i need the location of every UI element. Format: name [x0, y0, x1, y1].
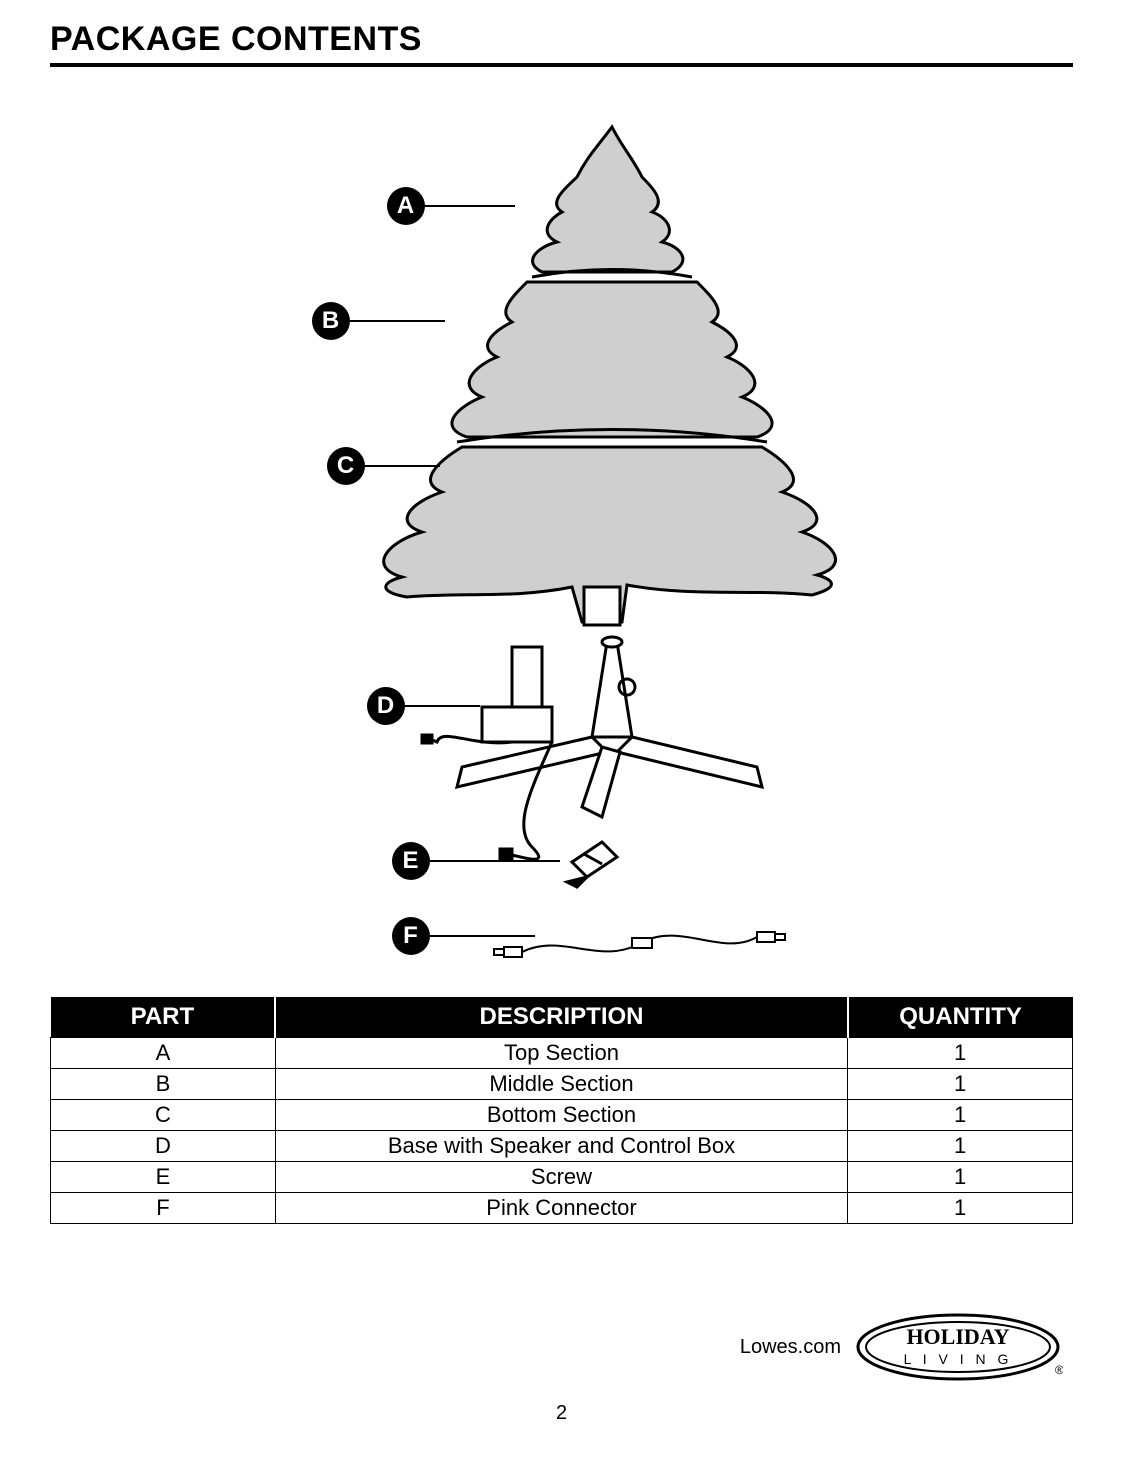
callout-badge-e: E	[392, 842, 430, 880]
package-diagram: A B C D EF	[212, 87, 912, 967]
svg-text:®: ®	[1055, 1363, 1063, 1377]
table-row: BMiddle Section1	[51, 1069, 1073, 1100]
callout-line	[430, 935, 535, 937]
cell-description: Screw	[275, 1162, 847, 1193]
callout-c: C	[327, 447, 440, 485]
cell-part: B	[51, 1069, 276, 1100]
cell-quantity: 1	[848, 1193, 1073, 1224]
cell-part: E	[51, 1162, 276, 1193]
callout-badge-b: B	[312, 302, 350, 340]
svg-text:L I V I N G: L I V I N G	[904, 1351, 1013, 1367]
cell-quantity: 1	[848, 1162, 1073, 1193]
cell-description: Base with Speaker and Control Box	[275, 1131, 847, 1162]
cell-quantity: 1	[848, 1069, 1073, 1100]
header-description: DESCRIPTION	[275, 997, 847, 1038]
callout-line	[405, 705, 480, 707]
svg-text:HOLIDAY: HOLIDAY	[906, 1324, 1009, 1349]
callout-a: A	[387, 187, 515, 225]
table-row: EScrew1	[51, 1162, 1073, 1193]
callout-b: B	[312, 302, 445, 340]
cell-part: D	[51, 1131, 276, 1162]
section-title: PACKAGE CONTENTS	[50, 20, 1073, 67]
callout-badge-f: F	[392, 917, 430, 955]
cell-description: Bottom Section	[275, 1100, 847, 1131]
cell-description: Top Section	[275, 1038, 847, 1069]
table-row: CBottom Section1	[51, 1100, 1073, 1131]
callout-badge-d: D	[367, 687, 405, 725]
cell-quantity: 1	[848, 1100, 1073, 1131]
cell-description: Middle Section	[275, 1069, 847, 1100]
diagram-container: A B C D EF	[50, 87, 1073, 967]
header-part: PART	[51, 997, 276, 1038]
table-header-row: PART DESCRIPTION QUANTITY	[51, 997, 1073, 1038]
page-footer: Lowes.com HOLIDAY L I V I N G ® 2	[0, 1312, 1123, 1425]
parts-table: PART DESCRIPTION QUANTITY ATop Section1B…	[50, 997, 1073, 1224]
footer-site-text: Lowes.com	[740, 1336, 841, 1359]
tree-illustration	[212, 87, 912, 967]
cell-description: Pink Connector	[275, 1193, 847, 1224]
table-row: ATop Section1	[51, 1038, 1073, 1069]
page-number: 2	[0, 1402, 1123, 1425]
holiday-living-logo: HOLIDAY L I V I N G ®	[853, 1312, 1063, 1382]
callout-e: E	[392, 842, 560, 880]
header-quantity: QUANTITY	[848, 997, 1073, 1038]
table-row: DBase with Speaker and Control Box1	[51, 1131, 1073, 1162]
callout-d: D	[367, 687, 480, 725]
callout-badge-a: A	[387, 187, 425, 225]
cell-part: F	[51, 1193, 276, 1224]
callout-line	[350, 320, 445, 322]
callout-badge-c: C	[327, 447, 365, 485]
cell-quantity: 1	[848, 1131, 1073, 1162]
table-row: FPink Connector1	[51, 1193, 1073, 1224]
callout-f: F	[392, 917, 535, 955]
callout-line	[430, 860, 560, 862]
cell-quantity: 1	[848, 1038, 1073, 1069]
cell-part: A	[51, 1038, 276, 1069]
callout-line	[365, 465, 440, 467]
callout-line	[425, 205, 515, 207]
cell-part: C	[51, 1100, 276, 1131]
